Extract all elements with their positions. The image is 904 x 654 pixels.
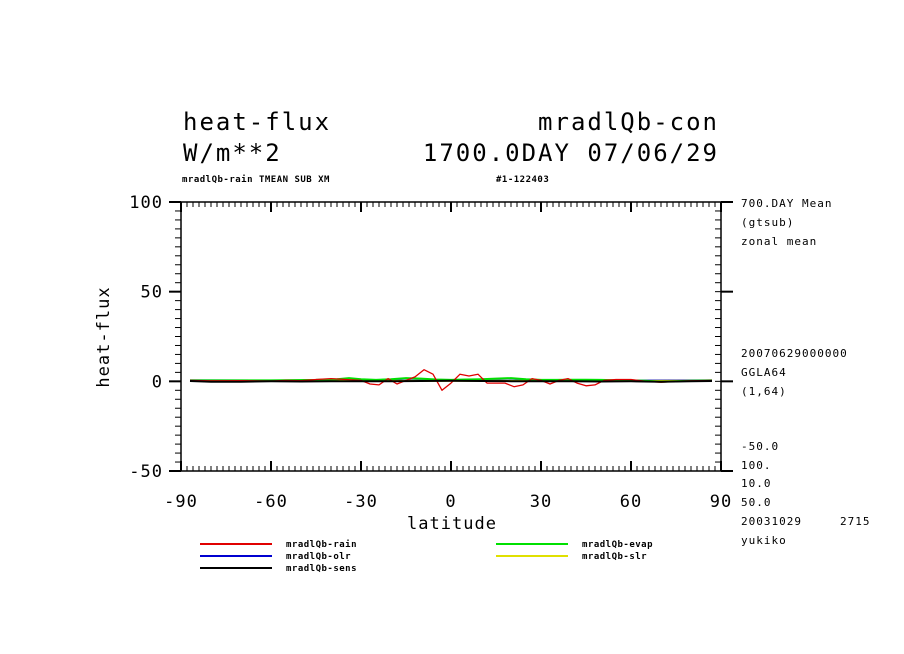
chart-subtitle-right: #1-122403 [496, 175, 549, 185]
series-lines [189, 369, 713, 391]
legend-label-olr: mradlQb-olr [286, 552, 351, 562]
y-tick-label: 50 [141, 283, 163, 303]
side-info-major: 50.0 [741, 496, 772, 509]
side-info-grid: GGLA64 [741, 366, 787, 379]
x-tick-label: 60 [620, 492, 642, 512]
side-info-date: 20070629000000 [741, 347, 848, 360]
side-info-user: yukiko [741, 534, 787, 547]
side-info-max: 100. [741, 459, 772, 472]
y-axis-label: heat-flux [94, 286, 114, 387]
x-tick-label: -60 [254, 492, 288, 512]
chart-unit: W/m**2 [183, 139, 282, 167]
y-tick-label: 100 [129, 193, 163, 213]
y-tick-label: 0 [152, 372, 163, 392]
legend-label-slr: mradlQb-slr [582, 552, 647, 562]
axis-ticks [169, 201, 733, 472]
side-info-interval: 10.0 [741, 477, 772, 490]
y-tick-label: -50 [129, 462, 163, 482]
x-tick-label: 0 [445, 492, 456, 512]
plot-frame [180, 201, 722, 472]
axis-tick-labels: -90 -60 -30 0 30 60 90 -50 0 50 100 [129, 193, 732, 512]
legend: mradlQb-rain mradlQb-evap mradlQb-olr mradl… [200, 539, 653, 574]
side-info-range: (1,64) [741, 385, 787, 398]
side-info-id: 2715 [840, 515, 871, 528]
x-axis-label: latitude [407, 514, 497, 534]
chart-title-left: heat-flux [183, 108, 331, 136]
legend-label-rain: mradlQb-rain [286, 539, 357, 550]
x-tick-label: -90 [164, 492, 198, 512]
side-info-mean: 700.DAY Mean [741, 197, 832, 210]
legend-label-sens: mradlQb-sens [286, 564, 357, 574]
x-tick-label: 30 [530, 492, 552, 512]
chart-title-right: mradlQb-con [538, 108, 719, 136]
side-info-zonal: zonal mean [741, 235, 817, 248]
x-tick-label: -30 [344, 492, 378, 512]
series-line-sens [189, 379, 713, 383]
side-info-min: -50.0 [741, 440, 779, 453]
chart-subtitle-left: mradlQb-rain TMEAN SUB XM [182, 174, 330, 185]
side-info-created: 20031029 [741, 515, 802, 528]
side-info-source: (gtsub) [741, 216, 794, 229]
series-line-evap [190, 377, 713, 383]
chart-datetime: 1700.0DAY 07/06/29 [423, 139, 719, 167]
legend-label-evap: mradlQb-evap [582, 540, 653, 550]
x-tick-label: 90 [710, 492, 732, 512]
